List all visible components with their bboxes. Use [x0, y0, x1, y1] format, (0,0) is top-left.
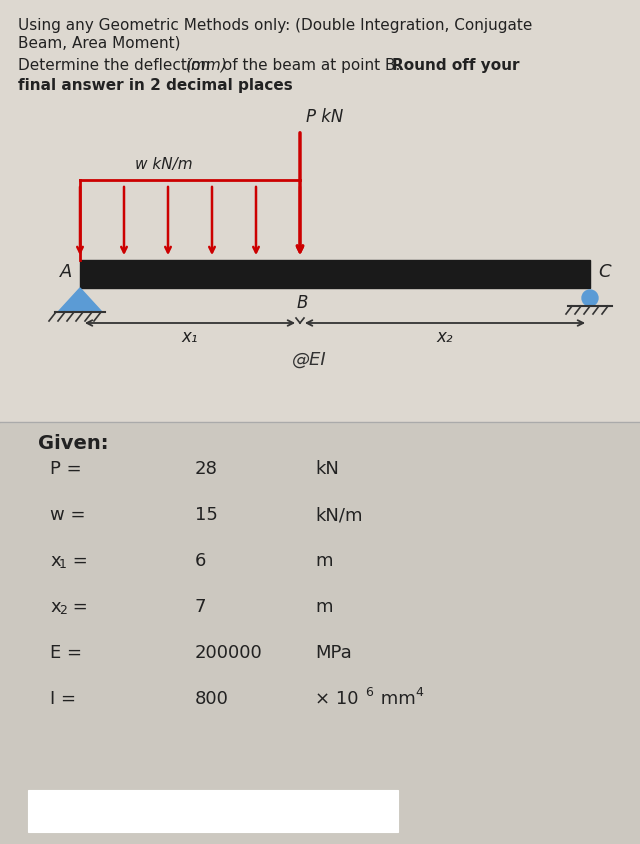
Text: A: A: [60, 263, 72, 281]
Text: P kN: P kN: [306, 108, 343, 126]
Text: I =: I =: [50, 690, 76, 708]
Text: 7: 7: [195, 598, 207, 616]
Text: x₁: x₁: [182, 328, 198, 346]
Text: 1: 1: [59, 559, 67, 571]
Bar: [0, 0, 640, 422]
Text: =: =: [67, 552, 88, 570]
Text: x: x: [50, 552, 61, 570]
Text: final answer in 2 decimal places: final answer in 2 decimal places: [18, 78, 292, 93]
Text: w =: w =: [50, 506, 86, 524]
Text: m: m: [315, 552, 333, 570]
Text: × 10: × 10: [315, 690, 358, 708]
Text: 15: 15: [195, 506, 218, 524]
Text: x₂: x₂: [436, 328, 453, 346]
Text: 200000: 200000: [195, 644, 263, 662]
Text: 800: 800: [195, 690, 229, 708]
Text: m: m: [315, 598, 333, 616]
Bar: [80, 260, 590, 288]
Text: @EI: @EI: [292, 351, 326, 369]
Text: =: =: [67, 598, 88, 616]
Text: of the beam at point B.: of the beam at point B.: [218, 58, 405, 73]
Text: E =: E =: [50, 644, 82, 662]
Text: 2: 2: [59, 604, 67, 618]
Text: 4: 4: [415, 686, 423, 700]
Bar: [0, 422, 640, 844]
Text: MPa: MPa: [315, 644, 352, 662]
Text: B: B: [296, 294, 308, 312]
Text: 28: 28: [195, 460, 218, 478]
Text: Beam, Area Moment): Beam, Area Moment): [18, 36, 180, 51]
Text: C: C: [598, 263, 611, 281]
Text: Using any Geometric Methods only: (Double Integration, Conjugate: Using any Geometric Methods only: (Doubl…: [18, 18, 532, 33]
Text: Determine the deflection: Determine the deflection: [18, 58, 215, 73]
Circle shape: [582, 290, 598, 306]
Text: kN: kN: [315, 460, 339, 478]
Text: kN/m: kN/m: [315, 506, 362, 524]
Text: 6: 6: [365, 686, 373, 700]
Text: x: x: [50, 598, 61, 616]
Polygon shape: [58, 288, 102, 312]
Text: 6: 6: [195, 552, 206, 570]
Text: (mm): (mm): [186, 58, 228, 73]
Text: mm: mm: [375, 690, 416, 708]
Text: Round off your: Round off your: [392, 58, 520, 73]
Text: P =: P =: [50, 460, 82, 478]
Text: w kN/m: w kN/m: [135, 157, 193, 172]
Bar: [28, 790, 398, 832]
Text: Given:: Given:: [38, 434, 109, 453]
